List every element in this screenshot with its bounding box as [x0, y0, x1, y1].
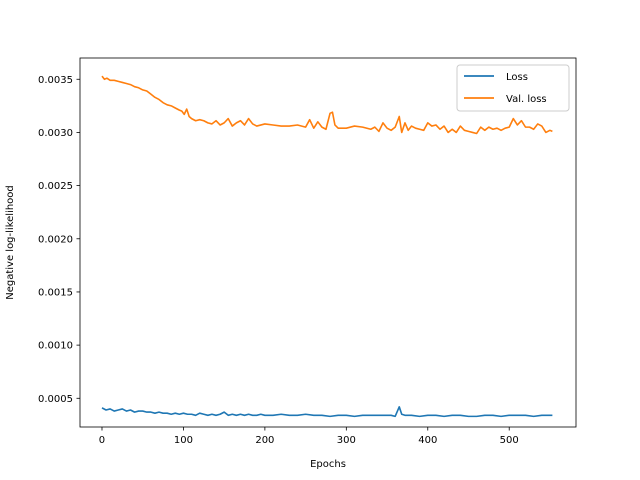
y-tick-label: 0.0030 — [38, 128, 73, 139]
y-tick-label: 0.0005 — [38, 394, 73, 405]
y-axis-label: Negative log-likelihood — [5, 185, 16, 300]
x-tick-label: 0 — [99, 435, 105, 446]
x-tick-label: 200 — [255, 435, 274, 446]
y-tick-label: 0.0025 — [38, 181, 73, 192]
x-axis-ticks: 0 100 200 300 400 500 — [99, 427, 519, 446]
x-tick-label: 100 — [174, 435, 193, 446]
y-axis-ticks: 0.0005 0.0010 0.0015 0.0020 0.0025 0.0030 0.00… — [38, 75, 80, 405]
y-tick-label: 0.0010 — [38, 341, 73, 352]
legend-label-val-loss: Val. loss — [506, 94, 547, 105]
y-tick-label: 0.0035 — [38, 75, 73, 86]
plot-frame — [79, 57, 577, 428]
x-tick-label: 500 — [500, 435, 519, 446]
x-tick-label: 300 — [337, 435, 356, 446]
series-line-val-loss — [101, 75, 553, 135]
plot-area — [80, 58, 576, 427]
series-layer — [101, 75, 553, 418]
x-axis-label: Epochs — [310, 459, 346, 470]
legend: Loss Val. loss — [456, 64, 570, 112]
x-tick-label: 400 — [418, 435, 437, 446]
y-tick-label: 0.0015 — [38, 287, 73, 298]
legend-label-loss: Loss — [506, 72, 528, 83]
y-tick-label: 0.0020 — [38, 234, 73, 245]
series-line-loss — [101, 405, 553, 418]
